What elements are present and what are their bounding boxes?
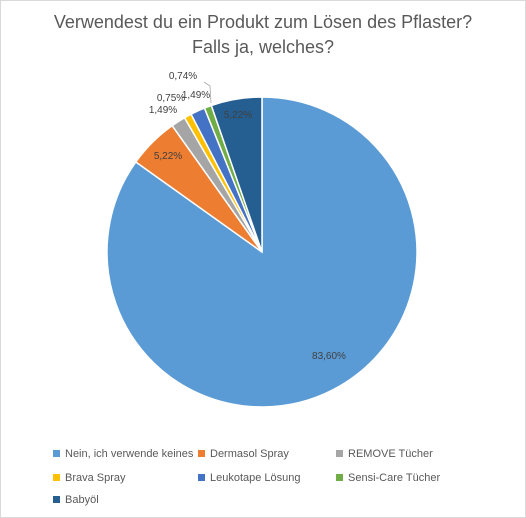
legend-label-3: Brava Spray bbox=[65, 472, 126, 484]
legend-swatch-3 bbox=[53, 474, 60, 481]
legend-item-0: Nein, ich verwende keines bbox=[53, 448, 193, 460]
legend-label-4: Leukotape Lösung bbox=[210, 472, 301, 484]
legend-swatch-2 bbox=[336, 450, 343, 457]
data-label-2: 1,49% bbox=[149, 105, 177, 116]
pie-slice-6 bbox=[210, 96, 263, 253]
legend-item-6: Babyöl bbox=[53, 494, 99, 506]
data-label-3: 0,75% bbox=[157, 93, 185, 104]
data-label-0: 83,60% bbox=[312, 351, 346, 362]
legend-label-5: Sensi-Care Tücher bbox=[348, 472, 441, 484]
chart-title: Verwendest du ein Produkt zum Lösen des … bbox=[0, 10, 526, 60]
chart-title-line-1: Verwendest du ein Produkt zum Lösen des … bbox=[53, 12, 473, 32]
legend-swatch-4 bbox=[198, 474, 205, 481]
legend-swatch-6 bbox=[53, 496, 60, 503]
legend-label-0: Nein, ich verwende keines bbox=[65, 448, 194, 460]
legend-item-1: Dermasol Spray bbox=[198, 448, 289, 460]
data-label-1: 5,22% bbox=[154, 151, 182, 162]
legend-item-4: Leukotape Lösung bbox=[198, 472, 301, 484]
legend-label-1: Dermasol Spray bbox=[210, 448, 289, 460]
legend-label-2: REMOVE Tücher bbox=[348, 448, 433, 460]
pie-chart: 83,60% 5,22% 1,49%0,75%1,49% 0,74% 5,22% bbox=[106, 71, 418, 408]
legend-label-6: Babyöl bbox=[65, 494, 99, 506]
chart-title-line-2: Falls ja, welches? bbox=[191, 37, 335, 57]
legend-swatch-0 bbox=[53, 450, 60, 457]
data-label-4: 1,49% bbox=[182, 90, 210, 101]
legend-swatch-1 bbox=[198, 450, 205, 457]
legend-item-3: Brava Spray bbox=[53, 472, 126, 484]
legend-swatch-5 bbox=[336, 474, 343, 481]
leader-line-5 bbox=[203, 81, 212, 104]
data-label-6: 5,22% bbox=[224, 110, 252, 121]
legend-item-2: REMOVE Tücher bbox=[336, 448, 433, 460]
data-label-5: 0,74% bbox=[169, 71, 197, 82]
legend-item-5: Sensi-Care Tücher bbox=[336, 472, 440, 484]
